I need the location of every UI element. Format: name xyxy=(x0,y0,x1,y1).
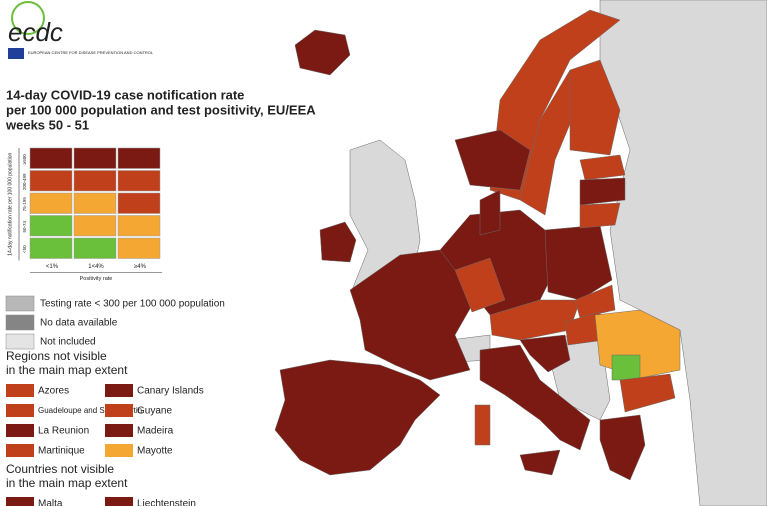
iberia xyxy=(274,359,441,476)
legend-label: Testing rate < 300 per 100 000 populatio… xyxy=(40,299,225,310)
matrix-cell xyxy=(73,237,117,259)
logo: ecdc EUROPEAN CENTRE FOR DISEASE PREVENT… xyxy=(8,1,154,59)
region-label: Canary Islands xyxy=(137,386,204,397)
matrix-cell xyxy=(29,192,73,214)
title: 14-day COVID-19 case notification ratepe… xyxy=(5,87,316,132)
matrix-cell xyxy=(117,192,161,214)
eu-flag xyxy=(8,48,24,59)
latvia xyxy=(579,177,626,206)
x-axis-label: Positivity rate xyxy=(80,276,113,282)
row-label: <50 xyxy=(22,245,27,253)
col-label: <1% xyxy=(46,264,59,270)
region-label: Azores xyxy=(38,386,69,397)
iceland xyxy=(294,29,351,76)
section-heading: Regions not visible xyxy=(6,349,107,363)
bulgaria xyxy=(619,373,676,413)
title-line: per 100 000 population and test positivi… xyxy=(6,102,316,117)
ireland xyxy=(319,221,357,263)
matrix-cell xyxy=(117,237,161,259)
finland xyxy=(569,59,621,156)
region-swatch xyxy=(6,424,34,437)
region-swatch xyxy=(105,497,133,506)
region-swatch xyxy=(6,404,34,417)
poland xyxy=(544,224,613,301)
row-label: 75-199 xyxy=(22,197,27,212)
greece xyxy=(599,414,646,481)
y-axis-label: 14-day notification rate per 100 000 pop… xyxy=(7,152,13,255)
logo-text: ecdc xyxy=(8,17,63,47)
italy xyxy=(479,344,591,451)
region-label: Mayotte xyxy=(137,446,173,457)
region-label: La Reunion xyxy=(38,426,89,437)
slovenia-croatia xyxy=(519,334,571,373)
region-swatch xyxy=(105,404,133,417)
matrix-cell xyxy=(73,192,117,214)
matrix-cell xyxy=(29,147,73,169)
legend-swatch xyxy=(5,295,35,312)
section-heading: in the main map extent xyxy=(6,476,128,490)
sardinia xyxy=(474,404,491,446)
slovakia xyxy=(574,284,616,319)
region-label: Malta xyxy=(38,499,63,506)
region-swatch xyxy=(6,384,34,397)
legend: Testing rate < 300 per 100 000 populatio… xyxy=(5,295,225,506)
region-label: Madeira xyxy=(137,426,174,437)
europe-map xyxy=(274,0,767,506)
col-label: ≥4% xyxy=(134,264,147,270)
sicily xyxy=(519,449,561,476)
matrix-cell xyxy=(29,215,73,237)
sweden-regions xyxy=(454,129,531,191)
col-label: 1<4% xyxy=(88,264,104,270)
region-swatch xyxy=(105,384,133,397)
region-label: Martinique xyxy=(38,446,85,457)
logo-globe xyxy=(11,1,45,35)
legend-swatch xyxy=(5,333,35,350)
title-line: 14-day COVID-19 case notification rate xyxy=(6,87,244,102)
denmark xyxy=(479,189,501,236)
estonia xyxy=(579,154,626,181)
legend-swatch xyxy=(5,314,35,331)
row-label: 200-499 xyxy=(22,173,27,190)
region-swatch xyxy=(6,444,34,457)
matrix-cell xyxy=(73,147,117,169)
region-label: Guyane xyxy=(137,406,172,417)
france xyxy=(349,249,476,381)
region-swatch xyxy=(105,424,133,437)
romania-region xyxy=(611,354,641,381)
lithuania xyxy=(579,202,621,229)
matrix-cell xyxy=(73,215,117,237)
region-label: Guadeloupe and Saint Martin xyxy=(38,406,142,415)
germany-regions xyxy=(454,257,506,313)
matrix-cell xyxy=(117,147,161,169)
region-label: Liechtenstein xyxy=(137,499,196,506)
region-swatch xyxy=(6,497,34,506)
title-line: weeks 50 - 51 xyxy=(5,117,89,132)
matrix-legend: ≥500 200-499 75-199 50-74 <50 <1% 1<4% ≥4% 14-da… xyxy=(7,147,162,282)
section-heading: in the main map extent xyxy=(6,363,128,377)
row-label: ≥500 xyxy=(22,154,27,164)
legend-label: Not included xyxy=(40,337,96,348)
matrix-cell xyxy=(117,215,161,237)
matrix-cell xyxy=(73,170,117,192)
legend-label: No data available xyxy=(40,318,118,329)
matrix-cell xyxy=(117,170,161,192)
matrix-cell xyxy=(29,170,73,192)
row-label: 50-74 xyxy=(22,221,27,233)
section-heading: Countries not visible xyxy=(6,462,114,476)
region-swatch xyxy=(105,444,133,457)
matrix-cell xyxy=(29,237,73,259)
agency-name: EUROPEAN CENTRE FOR DISEASE PREVENTION A… xyxy=(28,50,154,55)
